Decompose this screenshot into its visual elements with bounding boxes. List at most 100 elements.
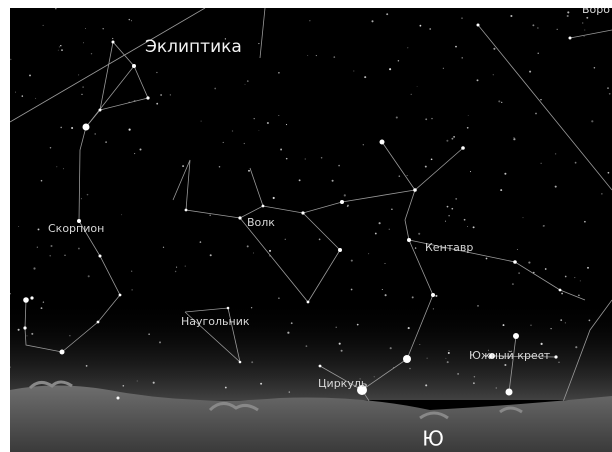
- star: [578, 295, 580, 297]
- constellation-label: Скорпион: [48, 222, 104, 235]
- star: [163, 247, 164, 248]
- star: [425, 384, 427, 386]
- star: [267, 122, 269, 124]
- star: [584, 30, 585, 31]
- star: [574, 277, 575, 278]
- star: [609, 93, 611, 95]
- bright-star: [238, 216, 241, 219]
- star: [541, 163, 542, 164]
- star: [513, 137, 514, 138]
- star: [27, 335, 28, 336]
- bright-star: [112, 41, 115, 44]
- star: [418, 233, 420, 235]
- star: [244, 143, 245, 144]
- bright-star: [431, 293, 435, 297]
- star: [81, 94, 82, 95]
- star: [225, 387, 227, 389]
- star: [375, 233, 377, 235]
- star: [351, 260, 353, 262]
- star: [493, 48, 495, 50]
- bright-star: [301, 211, 304, 214]
- star: [545, 268, 547, 270]
- bright-star: [338, 248, 342, 252]
- star: [321, 157, 323, 159]
- star: [85, 28, 86, 29]
- star: [451, 208, 453, 210]
- star: [78, 248, 80, 250]
- star: [417, 86, 418, 87]
- star: [160, 94, 162, 96]
- star: [523, 217, 524, 218]
- star: [232, 130, 233, 131]
- star: [580, 280, 581, 281]
- star: [435, 295, 437, 297]
- star: [37, 247, 38, 248]
- star: [390, 347, 392, 349]
- star: [474, 376, 475, 377]
- star: [419, 344, 420, 345]
- star: [541, 343, 543, 345]
- star: [170, 94, 171, 95]
- star: [307, 55, 308, 56]
- star: [159, 341, 161, 343]
- constellation-label: Воро: [582, 3, 610, 16]
- star: [82, 86, 83, 87]
- bright-star: [83, 124, 90, 131]
- star: [248, 170, 250, 172]
- constellation-label: Южный крест: [469, 349, 551, 362]
- star: [71, 127, 73, 129]
- star: [15, 92, 16, 93]
- star: [447, 361, 449, 363]
- star: [411, 94, 412, 95]
- star: [420, 25, 422, 27]
- star: [528, 262, 530, 264]
- star: [214, 88, 216, 90]
- star: [129, 19, 130, 20]
- star: [200, 241, 202, 243]
- star: [550, 328, 551, 329]
- star: [156, 103, 158, 105]
- star: [259, 130, 260, 131]
- page: {"ecliptic": "Эклиптика", "constellation…: [0, 0, 612, 452]
- star: [455, 198, 457, 200]
- star: [382, 289, 383, 290]
- star: [445, 221, 446, 222]
- bright-star: [132, 64, 136, 68]
- star: [286, 124, 287, 125]
- star: [368, 253, 369, 254]
- bright-star: [60, 350, 65, 355]
- star: [601, 193, 602, 194]
- star: [575, 162, 577, 164]
- star: [10, 293, 11, 294]
- star: [589, 320, 591, 322]
- star: [88, 275, 90, 277]
- star: [247, 245, 249, 247]
- star: [278, 72, 280, 74]
- star: [86, 365, 88, 367]
- star: [58, 50, 59, 51]
- star: [464, 219, 466, 221]
- constellation-label: Кентавр: [425, 241, 473, 254]
- star: [176, 267, 177, 268]
- star: [33, 267, 35, 269]
- star: [339, 343, 341, 345]
- star: [409, 368, 411, 370]
- star: [245, 84, 246, 85]
- bright-star: [513, 333, 519, 339]
- star: [504, 364, 506, 366]
- star: [291, 322, 293, 324]
- star: [431, 118, 432, 119]
- bright-star: [380, 140, 385, 145]
- star: [560, 319, 562, 321]
- bright-star: [477, 24, 480, 27]
- star: [289, 391, 290, 392]
- star: [123, 385, 125, 387]
- star: [561, 293, 563, 295]
- star: [445, 358, 446, 359]
- star: [448, 352, 450, 354]
- star: [582, 23, 583, 24]
- star: [247, 80, 249, 82]
- star: [253, 253, 254, 254]
- star: [486, 258, 488, 260]
- star: [299, 179, 301, 181]
